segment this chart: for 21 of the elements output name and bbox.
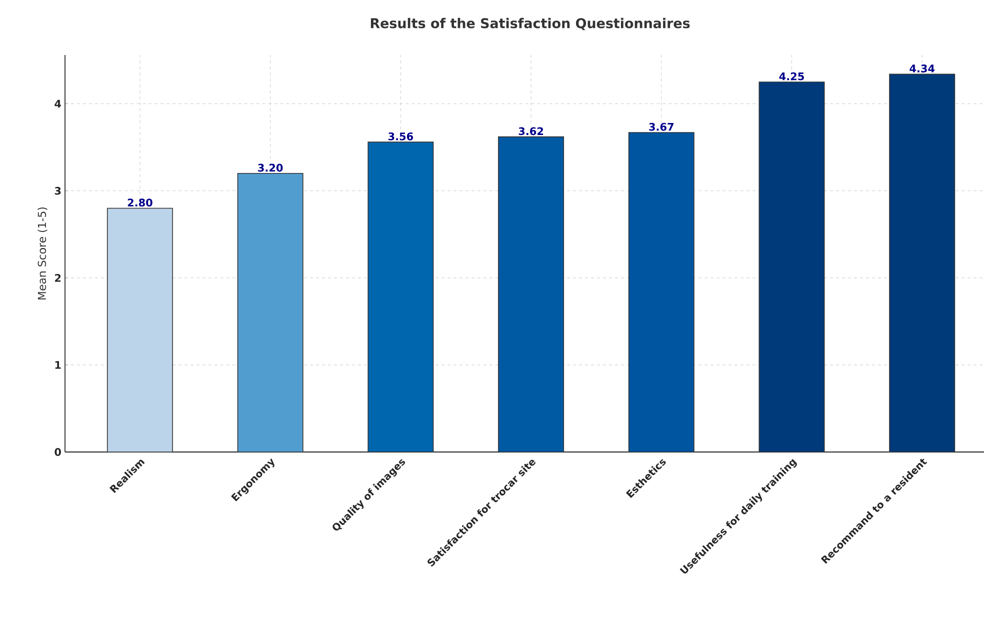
bar — [368, 142, 434, 452]
data-label: 2.80 — [128, 198, 152, 207]
data-label: 4.25 — [779, 72, 804, 80]
bar — [758, 82, 825, 452]
bar — [498, 136, 564, 452]
bar — [889, 74, 956, 452]
y-axis-title: Mean Score (1-5) — [38, 207, 48, 300]
bar — [106, 208, 173, 452]
bar — [237, 173, 304, 452]
data-label: 4.34 — [910, 64, 935, 72]
data-label: 3.67 — [649, 122, 674, 131]
data-label: 3.62 — [518, 127, 544, 136]
data-label: 3.56 — [388, 132, 414, 140]
y-tick-label: 4 — [54, 100, 61, 108]
y-tick-label: 3 — [54, 186, 61, 195]
y-tick-label: 0 — [54, 448, 61, 456]
y-tick-label: 2 — [55, 274, 61, 282]
chart-title: Results of the Satisfaction Questionnaires — [370, 18, 690, 30]
bar — [628, 132, 694, 452]
data-label: 3.20 — [258, 164, 283, 172]
y-tick-label: 1 — [55, 361, 61, 369]
